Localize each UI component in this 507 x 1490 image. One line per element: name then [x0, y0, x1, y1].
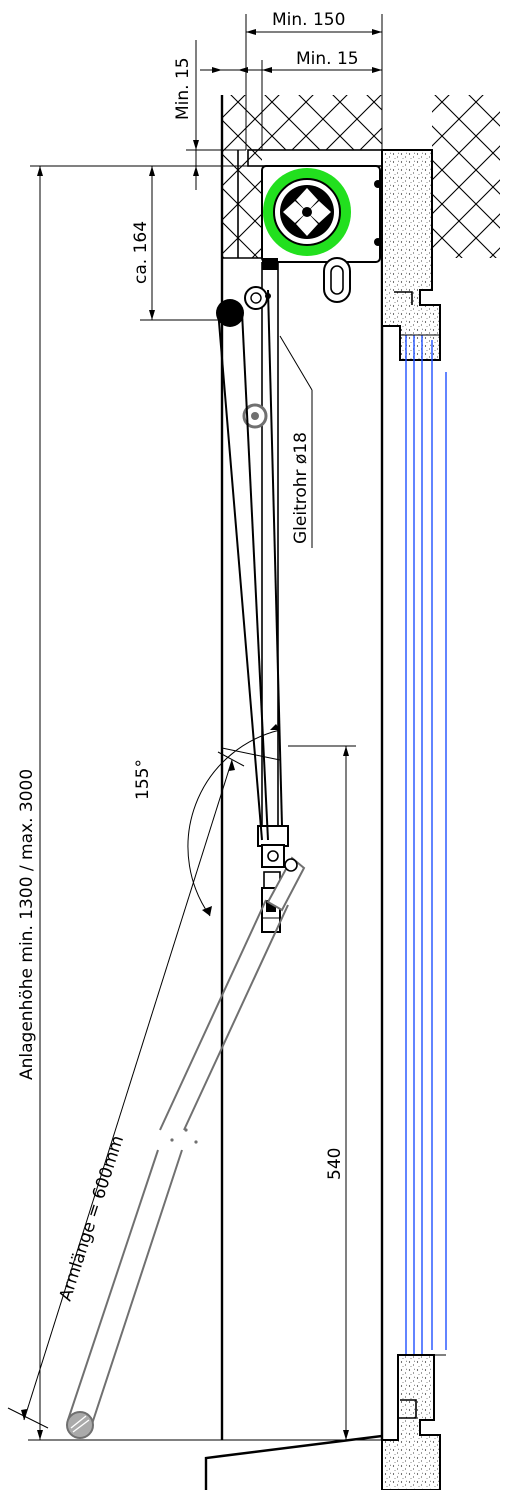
- dim-total-height: [28, 166, 382, 1441]
- dim-540-label: 540: [325, 1148, 345, 1180]
- dim-arm-length-label: Armlänge = 600mm: [56, 1133, 128, 1303]
- awning-arm: [66, 899, 289, 1439]
- dim-540: [288, 745, 356, 1440]
- dim-total-height-label: Anlagenhöhe min. 1300 / max. 3000: [17, 769, 37, 1080]
- sill-concrete: [381, 1354, 441, 1490]
- lintel-concrete: [381, 149, 441, 361]
- dim-angle: [187, 724, 281, 917]
- dim-min-15-top: Min. 15: [296, 49, 359, 69]
- dim-angle-label: 155°: [133, 759, 153, 800]
- tension-cables: [217, 289, 283, 841]
- dim-arm-length: [7, 751, 245, 1429]
- glide-tube-leader: [279, 335, 313, 548]
- dim-min-150: Min. 150: [272, 10, 345, 30]
- dim-ca-164: [140, 166, 232, 321]
- glide-tube-label: Gleitrohr ø18: [291, 432, 311, 544]
- arm-joint: [261, 856, 306, 933]
- window-glass: [400, 334, 447, 1356]
- dim-left-min15: [30, 40, 262, 190]
- roller-mid-gray: [242, 403, 268, 429]
- dim-top: [200, 14, 383, 150]
- mounting-slot: [323, 257, 351, 303]
- dim-ca-164-label: ca. 164: [131, 221, 151, 284]
- motor-icon: [263, 168, 351, 256]
- glide-tube: [257, 258, 289, 868]
- dim-min-15-left: Min. 15: [173, 57, 193, 120]
